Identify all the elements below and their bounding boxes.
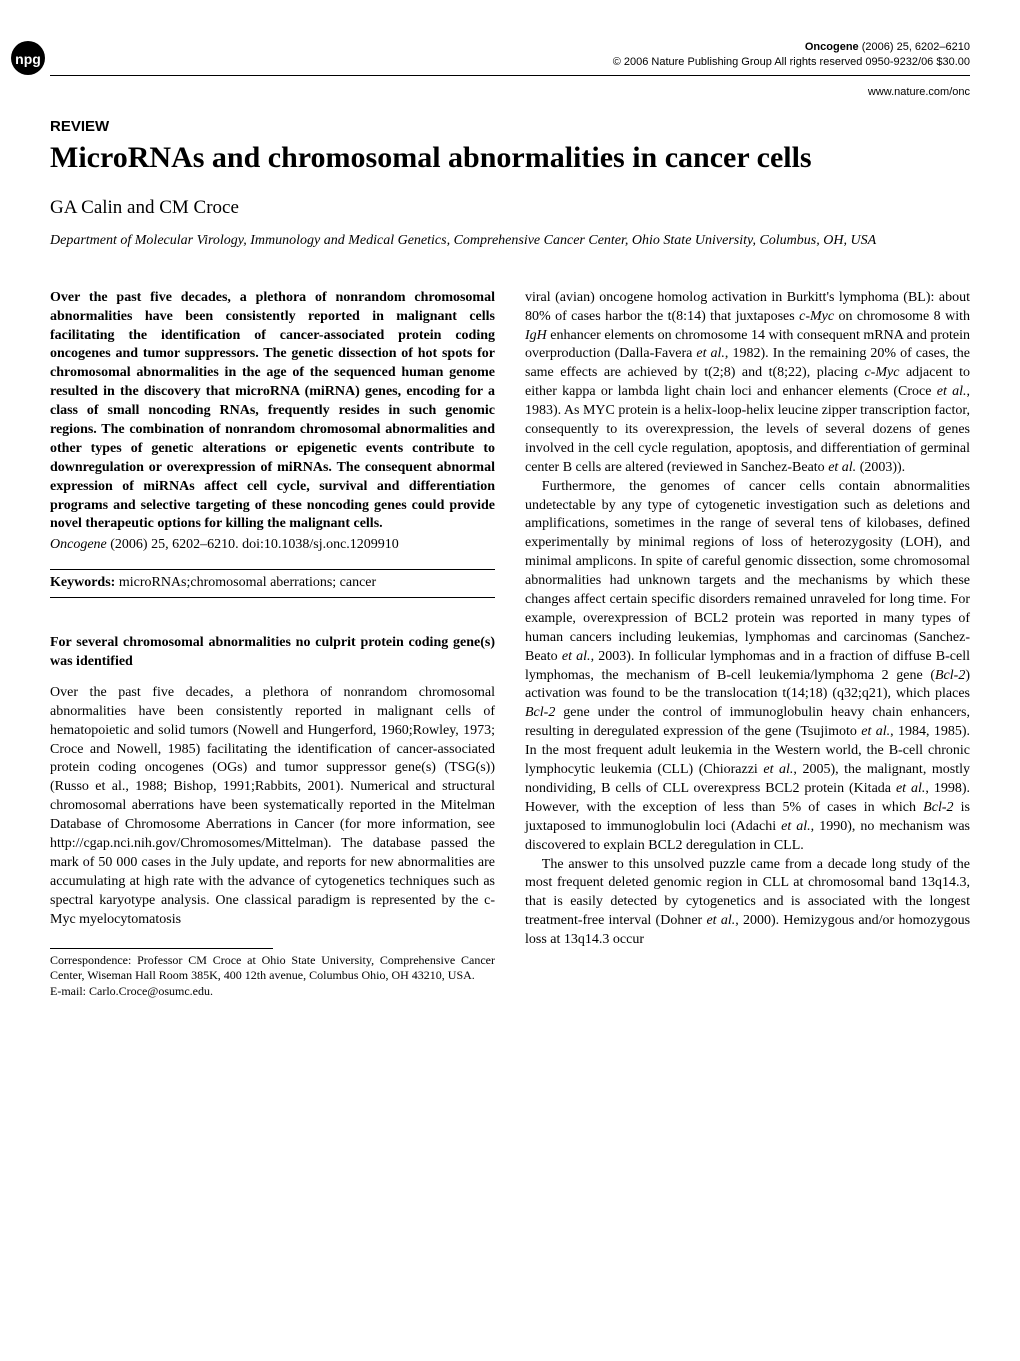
copyright-line: © 2006 Nature Publishing Group All right… (50, 55, 970, 70)
npg-logo-icon: npg (10, 40, 46, 76)
left-column: Over the past five decades, a plethora o… (50, 289, 495, 1000)
right-body-para-1: viral (avian) oncogene homolog activatio… (525, 289, 970, 478)
authors: GA Calin and CM Croce (50, 197, 970, 219)
section-subheading: For several chromosomal abnormalities no… (50, 634, 495, 672)
section-label: REVIEW (50, 118, 970, 135)
page-header: npg Oncogene (2006) 25, 6202–6210 © 2006… (50, 40, 970, 98)
journal-url: www.nature.com/onc (50, 86, 970, 98)
two-column-layout: Over the past five decades, a plethora o… (50, 289, 970, 1000)
keywords-block: Keywords: microRNAs;chromosomal aberrati… (50, 569, 495, 598)
correspondence-block: Correspondence: Professor CM Croce at Oh… (50, 953, 495, 1000)
abstract-text: Over the past five decades, a plethora o… (50, 289, 495, 535)
citation-line: Oncogene (2006) 25, 6202–6210. doi:10.10… (50, 536, 495, 555)
keywords-text: microRNAs;chromosomal aberrations; cance… (115, 575, 376, 590)
correspondence-address: Correspondence: Professor CM Croce at Oh… (50, 953, 495, 984)
header-rule (50, 75, 970, 76)
right-body-para-3: The answer to this unsolved puzzle came … (525, 856, 970, 950)
citation-rest: (2006) 25, 6202–6210. doi:10.1038/sj.onc… (107, 537, 399, 552)
article-title: MicroRNAs and chromosomal abnormalities … (50, 141, 970, 175)
keywords-label: Keywords: (50, 575, 115, 590)
left-body-para-1: Over the past five decades, a plethora o… (50, 684, 495, 930)
journal-year-vol-pages: (2006) 25, 6202–6210 (862, 41, 970, 53)
affiliation: Department of Molecular Virology, Immuno… (50, 233, 970, 249)
svg-text:npg: npg (15, 51, 41, 67)
right-column: viral (avian) oncogene homolog activatio… (525, 289, 970, 1000)
journal-name: Oncogene (805, 41, 859, 53)
citation-journal: Oncogene (50, 537, 107, 552)
journal-meta: Oncogene (2006) 25, 6202–6210 © 2006 Nat… (50, 40, 970, 71)
correspondence-rule (50, 948, 273, 949)
right-body-para-2: Furthermore, the genomes of cancer cells… (525, 478, 970, 856)
correspondence-email: E-mail: Carlo.Croce@osumc.edu. (50, 984, 495, 1000)
